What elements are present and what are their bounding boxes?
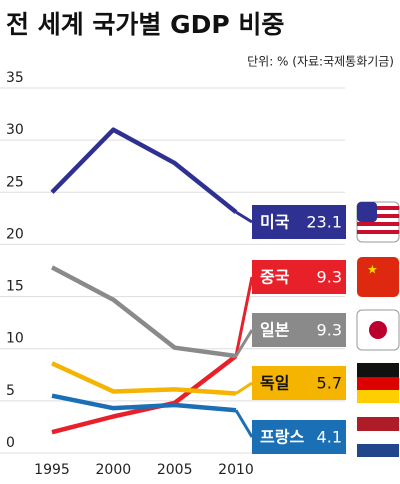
label-box	[252, 260, 346, 294]
end-value-label: 4.1	[317, 428, 342, 447]
series-name: 중국	[260, 268, 290, 287]
flags: ★	[356, 201, 400, 457]
y-tick-label: 30	[6, 122, 24, 138]
label-box	[252, 205, 346, 239]
y-tick-label: 25	[6, 174, 24, 190]
y-tick-label: 10	[6, 331, 24, 347]
end-value-label: 23.1	[306, 213, 342, 232]
y-tick-label: 15	[6, 279, 24, 295]
label-box	[252, 366, 346, 400]
flag-jp	[356, 309, 400, 351]
x-tick-label: 1995	[34, 462, 70, 478]
connector	[235, 210, 253, 224]
y-tick-label: 0	[6, 435, 15, 451]
y-tick-label: 35	[6, 70, 24, 86]
flag-nl	[357, 417, 399, 457]
connector	[234, 409, 254, 438]
svg-text:★: ★	[367, 263, 378, 277]
series-name: 일본	[260, 321, 290, 340]
flag-cn: ★	[357, 257, 399, 297]
x-tick-label: 2000	[96, 462, 132, 478]
series-name: 독일	[260, 374, 289, 393]
connector	[234, 329, 254, 357]
x-tick-label: 2005	[157, 462, 193, 478]
series-name: 프랑스	[260, 428, 304, 447]
series-line	[50, 265, 237, 359]
flag-de	[357, 363, 399, 403]
series-line	[51, 354, 238, 435]
y-tick-label: 20	[6, 226, 24, 242]
flag-us	[356, 201, 400, 243]
series-line	[51, 361, 237, 396]
end-value-label: 9.3	[317, 268, 342, 287]
connector	[235, 381, 253, 395]
chart-title: 전 세계 국가별 GDP 비중	[6, 10, 284, 39]
series-name: 미국	[260, 213, 290, 232]
series-line	[50, 127, 238, 214]
label-box	[252, 313, 346, 347]
connector	[234, 276, 254, 357]
end-value-label: 9.3	[317, 321, 342, 340]
x-tick-label: 2010	[218, 462, 254, 478]
end-value-label: 5.7	[317, 374, 342, 393]
chart-subtitle: 단위: % (자료:국제통화기금)	[247, 55, 394, 69]
label-box	[252, 420, 346, 454]
y-tick-label: 5	[6, 383, 15, 399]
series-line	[51, 393, 237, 413]
